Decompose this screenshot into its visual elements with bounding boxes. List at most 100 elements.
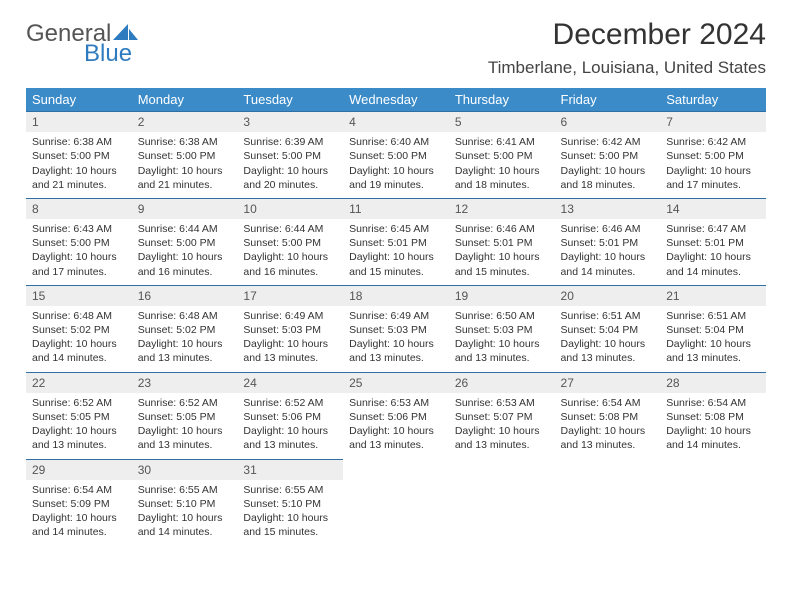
day-number: 26 — [449, 373, 555, 393]
day-number: 19 — [449, 286, 555, 306]
sunrise-line: Sunrise: 6:55 AM — [243, 483, 337, 497]
calendar-day-cell: 3Sunrise: 6:39 AMSunset: 5:00 PMDaylight… — [237, 112, 343, 199]
sunrise-line: Sunrise: 6:44 AM — [138, 222, 232, 236]
daylight-line: Daylight: 10 hours and 16 minutes. — [138, 250, 232, 278]
sunrise-line: Sunrise: 6:49 AM — [349, 309, 443, 323]
day-number: 7 — [660, 112, 766, 132]
daylight-line: Daylight: 10 hours and 14 minutes. — [666, 250, 760, 278]
daylight-line: Daylight: 10 hours and 13 minutes. — [138, 337, 232, 365]
sunrise-line: Sunrise: 6:50 AM — [455, 309, 549, 323]
sunset-line: Sunset: 5:01 PM — [349, 236, 443, 250]
day-number: 14 — [660, 199, 766, 219]
sunrise-line: Sunrise: 6:52 AM — [243, 396, 337, 410]
day-body: Sunrise: 6:46 AMSunset: 5:01 PMDaylight:… — [449, 219, 555, 285]
sunrise-line: Sunrise: 6:55 AM — [138, 483, 232, 497]
calendar-week-row: 15Sunrise: 6:48 AMSunset: 5:02 PMDayligh… — [26, 285, 766, 372]
day-body: Sunrise: 6:48 AMSunset: 5:02 PMDaylight:… — [132, 306, 238, 372]
sunset-line: Sunset: 5:05 PM — [138, 410, 232, 424]
daylight-line: Daylight: 10 hours and 18 minutes. — [561, 164, 655, 192]
day-number: 20 — [555, 286, 661, 306]
day-body: Sunrise: 6:40 AMSunset: 5:00 PMDaylight:… — [343, 132, 449, 198]
daylight-line: Daylight: 10 hours and 16 minutes. — [243, 250, 337, 278]
weekday-header: Monday — [132, 88, 238, 112]
sunrise-line: Sunrise: 6:51 AM — [666, 309, 760, 323]
daylight-line: Daylight: 10 hours and 17 minutes. — [666, 164, 760, 192]
day-body: Sunrise: 6:46 AMSunset: 5:01 PMDaylight:… — [555, 219, 661, 285]
calendar-day-cell: 23Sunrise: 6:52 AMSunset: 5:05 PMDayligh… — [132, 372, 238, 459]
daylight-line: Daylight: 10 hours and 13 minutes. — [138, 424, 232, 452]
day-body: Sunrise: 6:43 AMSunset: 5:00 PMDaylight:… — [26, 219, 132, 285]
sunrise-line: Sunrise: 6:40 AM — [349, 135, 443, 149]
day-number: 2 — [132, 112, 238, 132]
calendar-day-cell — [660, 459, 766, 545]
calendar-week-row: 1Sunrise: 6:38 AMSunset: 5:00 PMDaylight… — [26, 112, 766, 199]
sunrise-line: Sunrise: 6:45 AM — [349, 222, 443, 236]
logo: General Blue — [26, 18, 139, 66]
day-body: Sunrise: 6:48 AMSunset: 5:02 PMDaylight:… — [26, 306, 132, 372]
daylight-line: Daylight: 10 hours and 21 minutes. — [138, 164, 232, 192]
weekday-header-row: SundayMondayTuesdayWednesdayThursdayFrid… — [26, 88, 766, 112]
sunset-line: Sunset: 5:00 PM — [138, 149, 232, 163]
calendar-day-cell: 9Sunrise: 6:44 AMSunset: 5:00 PMDaylight… — [132, 198, 238, 285]
day-number: 24 — [237, 373, 343, 393]
day-body: Sunrise: 6:38 AMSunset: 5:00 PMDaylight:… — [26, 132, 132, 198]
calendar-day-cell — [449, 459, 555, 545]
day-body: Sunrise: 6:54 AMSunset: 5:09 PMDaylight:… — [26, 480, 132, 546]
day-number: 4 — [343, 112, 449, 132]
daylight-line: Daylight: 10 hours and 13 minutes. — [243, 424, 337, 452]
sunset-line: Sunset: 5:02 PM — [138, 323, 232, 337]
sunrise-line: Sunrise: 6:42 AM — [561, 135, 655, 149]
day-number: 22 — [26, 373, 132, 393]
day-body: Sunrise: 6:44 AMSunset: 5:00 PMDaylight:… — [132, 219, 238, 285]
day-number: 21 — [660, 286, 766, 306]
sunrise-line: Sunrise: 6:46 AM — [455, 222, 549, 236]
sunset-line: Sunset: 5:05 PM — [32, 410, 126, 424]
calendar-day-cell: 22Sunrise: 6:52 AMSunset: 5:05 PMDayligh… — [26, 372, 132, 459]
calendar-table: SundayMondayTuesdayWednesdayThursdayFrid… — [26, 88, 766, 545]
sunrise-line: Sunrise: 6:53 AM — [455, 396, 549, 410]
weekday-header: Thursday — [449, 88, 555, 112]
sunset-line: Sunset: 5:00 PM — [32, 149, 126, 163]
day-body: Sunrise: 6:54 AMSunset: 5:08 PMDaylight:… — [660, 393, 766, 459]
day-body: Sunrise: 6:51 AMSunset: 5:04 PMDaylight:… — [555, 306, 661, 372]
day-number: 10 — [237, 199, 343, 219]
sunset-line: Sunset: 5:01 PM — [455, 236, 549, 250]
sunrise-line: Sunrise: 6:54 AM — [32, 483, 126, 497]
calendar-day-cell: 7Sunrise: 6:42 AMSunset: 5:00 PMDaylight… — [660, 112, 766, 199]
title-block: December 2024 Timberlane, Louisiana, Uni… — [488, 18, 766, 78]
calendar-day-cell: 10Sunrise: 6:44 AMSunset: 5:00 PMDayligh… — [237, 198, 343, 285]
sunrise-line: Sunrise: 6:48 AM — [138, 309, 232, 323]
daylight-line: Daylight: 10 hours and 15 minutes. — [349, 250, 443, 278]
daylight-line: Daylight: 10 hours and 17 minutes. — [32, 250, 126, 278]
calendar-day-cell: 11Sunrise: 6:45 AMSunset: 5:01 PMDayligh… — [343, 198, 449, 285]
weekday-header: Sunday — [26, 88, 132, 112]
calendar-day-cell: 1Sunrise: 6:38 AMSunset: 5:00 PMDaylight… — [26, 112, 132, 199]
day-number: 16 — [132, 286, 238, 306]
calendar-day-cell: 13Sunrise: 6:46 AMSunset: 5:01 PMDayligh… — [555, 198, 661, 285]
calendar-day-cell: 12Sunrise: 6:46 AMSunset: 5:01 PMDayligh… — [449, 198, 555, 285]
daylight-line: Daylight: 10 hours and 13 minutes. — [666, 337, 760, 365]
daylight-line: Daylight: 10 hours and 13 minutes. — [349, 424, 443, 452]
day-body: Sunrise: 6:50 AMSunset: 5:03 PMDaylight:… — [449, 306, 555, 372]
day-number: 25 — [343, 373, 449, 393]
day-body: Sunrise: 6:49 AMSunset: 5:03 PMDaylight:… — [237, 306, 343, 372]
sunset-line: Sunset: 5:06 PM — [243, 410, 337, 424]
month-title: December 2024 — [488, 18, 766, 52]
sunset-line: Sunset: 5:01 PM — [666, 236, 760, 250]
day-body: Sunrise: 6:52 AMSunset: 5:05 PMDaylight:… — [26, 393, 132, 459]
day-number: 30 — [132, 460, 238, 480]
day-body: Sunrise: 6:39 AMSunset: 5:00 PMDaylight:… — [237, 132, 343, 198]
sunset-line: Sunset: 5:06 PM — [349, 410, 443, 424]
day-number: 5 — [449, 112, 555, 132]
day-number: 29 — [26, 460, 132, 480]
calendar-day-cell: 27Sunrise: 6:54 AMSunset: 5:08 PMDayligh… — [555, 372, 661, 459]
calendar-day-cell — [555, 459, 661, 545]
sunset-line: Sunset: 5:00 PM — [349, 149, 443, 163]
daylight-line: Daylight: 10 hours and 14 minutes. — [32, 511, 126, 539]
sunset-line: Sunset: 5:02 PM — [32, 323, 126, 337]
day-number: 12 — [449, 199, 555, 219]
sunrise-line: Sunrise: 6:47 AM — [666, 222, 760, 236]
sunset-line: Sunset: 5:03 PM — [243, 323, 337, 337]
daylight-line: Daylight: 10 hours and 15 minutes. — [455, 250, 549, 278]
calendar-week-row: 29Sunrise: 6:54 AMSunset: 5:09 PMDayligh… — [26, 459, 766, 545]
